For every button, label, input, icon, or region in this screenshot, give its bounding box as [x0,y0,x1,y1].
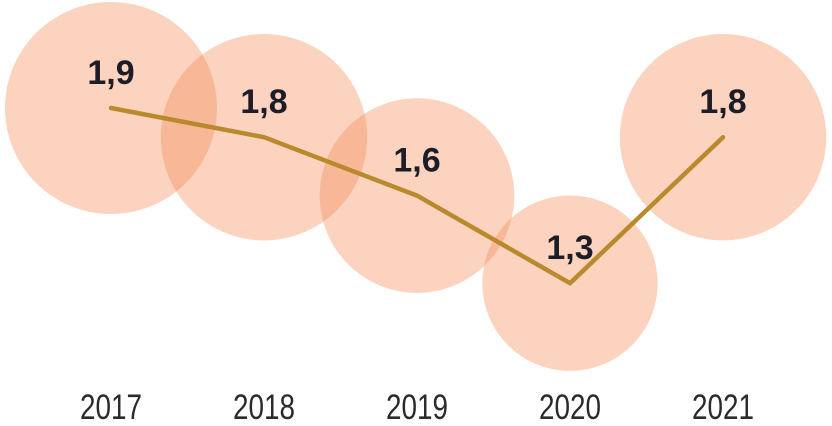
x-axis-label-2019: 2019 [386,388,448,426]
value-label-2018: 1,8 [240,83,287,121]
value-label-2021: 1,8 [699,83,746,121]
x-axis-label-2020: 2020 [539,388,601,426]
x-axis-label-2017: 2017 [80,388,142,426]
trend-line [108,105,726,286]
value-label-2017: 1,9 [87,54,134,92]
x-axis-label-2018: 2018 [233,388,295,426]
value-label-2020: 1,3 [546,229,593,267]
value-label-2019: 1,6 [393,142,440,180]
x-axis-label-2021: 2021 [692,388,754,426]
